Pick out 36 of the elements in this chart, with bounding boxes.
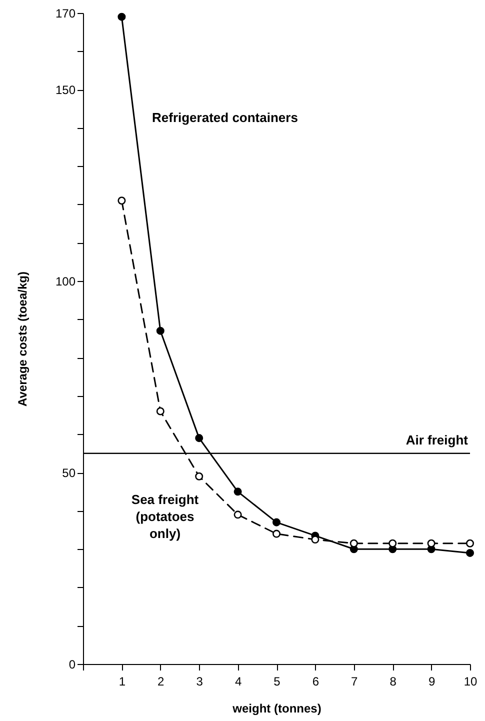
y-tick-label: 100 (55, 274, 76, 289)
x-tick-label: 8 (390, 674, 397, 688)
point (466, 539, 474, 548)
point (156, 326, 164, 335)
x-tick-label: 5 (274, 674, 281, 688)
x-tick-label: 3 (196, 674, 204, 688)
point (350, 539, 358, 548)
point (234, 510, 242, 519)
y-tick-label: 170 (55, 6, 76, 20)
x-axis-title: weight (tonnes) (232, 702, 322, 716)
y-axis-title: Average costs (toea/kg) (15, 272, 30, 406)
series-label: Refrigerated containers (152, 110, 298, 125)
x-tick-label: 6 (312, 674, 320, 688)
x-tick-label: 4 (234, 674, 242, 688)
point (388, 539, 397, 548)
point (118, 12, 126, 21)
x-tick-label: 9 (428, 674, 436, 688)
point (195, 434, 204, 442)
x-tick-label: 10 (464, 674, 478, 688)
x-tick-label: 7 (351, 674, 358, 688)
y-tick-label: 50 (62, 466, 76, 480)
x-tick-label: 1 (118, 674, 126, 688)
point (311, 536, 320, 544)
ref-line-label: Air freight (406, 432, 469, 448)
point (234, 488, 242, 496)
series-label: Sea freight (potatoes only) (131, 492, 200, 541)
point (156, 407, 164, 416)
y-tick-label: 0 (68, 658, 76, 672)
x-tick-label: 2 (158, 674, 165, 688)
y-tick-label: 150 (55, 83, 76, 98)
point (427, 539, 436, 548)
point (272, 518, 281, 526)
point (195, 472, 204, 480)
point (466, 548, 474, 557)
point (118, 196, 126, 205)
point (272, 530, 281, 538)
